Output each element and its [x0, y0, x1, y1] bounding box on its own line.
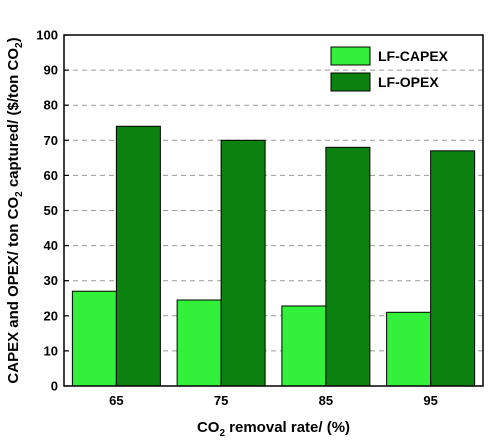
gridlines [64, 69, 483, 352]
y-tick-label: 60 [44, 168, 58, 183]
legend-swatch-lf-opex [330, 72, 371, 92]
y-tick-label: 10 [44, 343, 58, 358]
y-tick-label: 90 [44, 63, 58, 78]
y-tick-label: 100 [36, 28, 58, 43]
legend-label-lf-opex: LF-OPEX [378, 74, 439, 90]
x-tick-label: 75 [214, 393, 228, 408]
x-tick-label: 65 [109, 393, 123, 408]
y-tick-label: 40 [44, 238, 58, 253]
bar-lf-opex-65 [115, 125, 161, 387]
y-tick-label: 30 [44, 273, 58, 288]
y-tick-label: 70 [44, 133, 58, 148]
x-axis-label: CO2 removal rate/ (%) [197, 419, 350, 439]
x-tick-label: 95 [423, 393, 437, 408]
legend: LF-CAPEX LF-OPEX [330, 46, 449, 92]
legend-swatch-lf-capex [330, 46, 371, 66]
x-axis: 65 75 85 95 [109, 381, 438, 408]
bar-lf-opex-85 [325, 146, 371, 387]
bar-lf-capex-85 [281, 305, 327, 387]
y-tick-label: 0 [51, 379, 58, 394]
y-tick-label: 50 [44, 203, 58, 218]
y-axis: 0 10 20 30 40 50 60 70 80 90 100 [36, 28, 69, 394]
bar-lf-opex-95 [430, 150, 476, 387]
bars [71, 125, 476, 387]
x-tick-label: 85 [319, 393, 333, 408]
bar-lf-capex-75 [176, 299, 222, 387]
y-tick-label: 80 [44, 98, 58, 113]
bar-lf-opex-75 [220, 139, 266, 387]
bar-lf-capex-95 [386, 311, 432, 387]
legend-label-lf-capex: LF-CAPEX [378, 48, 449, 64]
bar-lf-capex-65 [71, 290, 117, 387]
y-tick-label: 20 [44, 308, 58, 323]
y-axis-label: CAPEX and OPEX/ ton CO2 captured/ ($/ton… [5, 37, 25, 383]
